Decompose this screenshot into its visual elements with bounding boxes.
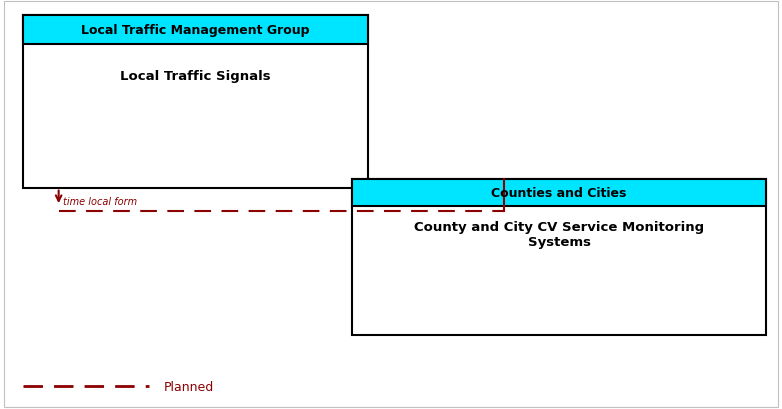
Text: Local Traffic Signals: Local Traffic Signals [120,70,271,83]
Text: Counties and Cities: Counties and Cities [491,187,627,200]
Text: County and City CV Service Monitoring
Systems: County and City CV Service Monitoring Sy… [414,221,705,249]
Bar [23,16,368,45]
Text: time local form: time local form [63,197,137,207]
Bar [23,16,368,188]
Bar [352,180,766,335]
Bar [352,180,766,207]
Text: Planned: Planned [164,380,214,393]
Text: Local Traffic Management Group: Local Traffic Management Group [81,24,310,37]
